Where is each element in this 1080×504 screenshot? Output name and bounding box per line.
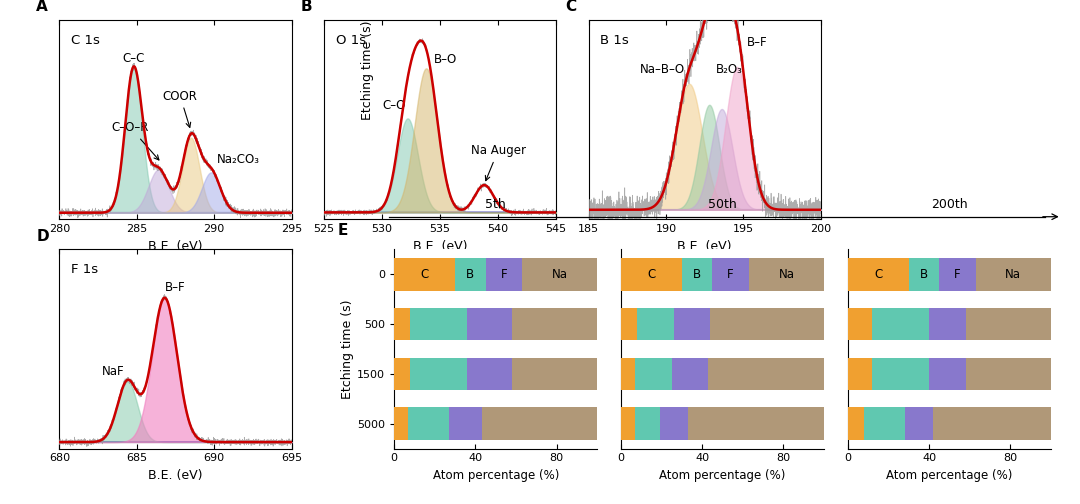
Text: Na–B–O: Na–B–O: [640, 64, 686, 77]
X-axis label: B.E. (eV): B.E. (eV): [677, 240, 732, 253]
Text: B: B: [467, 268, 474, 281]
Bar: [966, 358, 1051, 390]
Bar: [635, 358, 672, 390]
Bar: [621, 358, 635, 390]
Bar: [929, 308, 966, 340]
Bar: [410, 358, 468, 390]
Bar: [848, 258, 908, 290]
Bar: [512, 358, 597, 390]
Bar: [873, 308, 929, 340]
Text: B–F: B–F: [746, 36, 767, 49]
Bar: [410, 308, 468, 340]
Bar: [455, 258, 486, 290]
X-axis label: Atom percentage (%): Atom percentage (%): [432, 469, 559, 482]
Bar: [512, 308, 597, 340]
Bar: [688, 408, 824, 440]
X-axis label: B.E. (eV): B.E. (eV): [148, 469, 203, 482]
Bar: [394, 258, 455, 290]
Text: B–O: B–O: [434, 53, 458, 66]
Text: COOR: COOR: [163, 90, 198, 128]
Text: 200th: 200th: [931, 198, 968, 211]
X-axis label: B.E. (eV): B.E. (eV): [148, 240, 203, 253]
Text: C–O–R: C–O–R: [112, 121, 159, 160]
Bar: [482, 408, 597, 440]
Bar: [394, 358, 410, 390]
Y-axis label: Etching time (s): Etching time (s): [341, 299, 354, 399]
X-axis label: Atom percentage (%): Atom percentage (%): [659, 469, 786, 482]
Text: Na: Na: [552, 268, 568, 281]
Bar: [933, 408, 1051, 440]
Bar: [905, 408, 933, 440]
Bar: [848, 408, 864, 440]
Text: B: B: [920, 268, 928, 281]
Text: E: E: [337, 223, 348, 237]
Bar: [660, 408, 688, 440]
Bar: [908, 258, 940, 290]
Bar: [873, 358, 929, 390]
Text: C–O: C–O: [382, 99, 405, 111]
Text: B₂O₃: B₂O₃: [716, 64, 742, 77]
Bar: [522, 258, 597, 290]
Bar: [713, 258, 748, 290]
Bar: [621, 308, 637, 340]
Bar: [394, 308, 410, 340]
Text: Na: Na: [779, 268, 795, 281]
Bar: [672, 358, 708, 390]
Bar: [449, 408, 482, 440]
Bar: [394, 408, 408, 440]
Bar: [711, 308, 824, 340]
X-axis label: B.E. (eV): B.E. (eV): [413, 240, 468, 253]
Bar: [486, 258, 522, 290]
Text: 5th: 5th: [485, 198, 507, 211]
Bar: [748, 258, 824, 290]
Bar: [635, 408, 660, 440]
X-axis label: Atom percentage (%): Atom percentage (%): [886, 469, 1013, 482]
Text: F: F: [500, 268, 508, 281]
Text: B–F: B–F: [165, 281, 186, 294]
Text: C 1s: C 1s: [71, 34, 99, 47]
Text: C: C: [566, 0, 577, 14]
Bar: [681, 258, 713, 290]
Bar: [621, 408, 635, 440]
Text: B: B: [300, 0, 312, 14]
Text: Na Auger: Na Auger: [471, 144, 526, 180]
Bar: [940, 258, 975, 290]
Bar: [468, 308, 512, 340]
Bar: [848, 358, 873, 390]
Text: 50th: 50th: [708, 198, 737, 211]
Text: F: F: [727, 268, 734, 281]
Text: C: C: [647, 268, 656, 281]
Bar: [408, 408, 449, 440]
Bar: [848, 308, 873, 340]
Bar: [975, 258, 1051, 290]
Text: Etching time (s): Etching time (s): [361, 21, 374, 120]
Text: D: D: [36, 228, 49, 243]
Bar: [864, 408, 905, 440]
Text: B 1s: B 1s: [600, 34, 629, 47]
Bar: [929, 358, 966, 390]
Text: F 1s: F 1s: [71, 264, 98, 276]
Text: F: F: [954, 268, 961, 281]
Bar: [708, 358, 824, 390]
Bar: [621, 258, 681, 290]
Text: Na: Na: [1005, 268, 1022, 281]
Bar: [674, 308, 711, 340]
Text: C: C: [420, 268, 429, 281]
Text: Na₂CO₃: Na₂CO₃: [217, 153, 260, 166]
Text: A: A: [36, 0, 48, 14]
Bar: [637, 308, 674, 340]
Text: NaF: NaF: [103, 365, 125, 378]
Text: B: B: [693, 268, 701, 281]
Bar: [966, 308, 1051, 340]
Text: O 1s: O 1s: [336, 34, 366, 47]
Text: C: C: [874, 268, 882, 281]
Bar: [468, 358, 512, 390]
Text: C–C: C–C: [122, 52, 145, 65]
